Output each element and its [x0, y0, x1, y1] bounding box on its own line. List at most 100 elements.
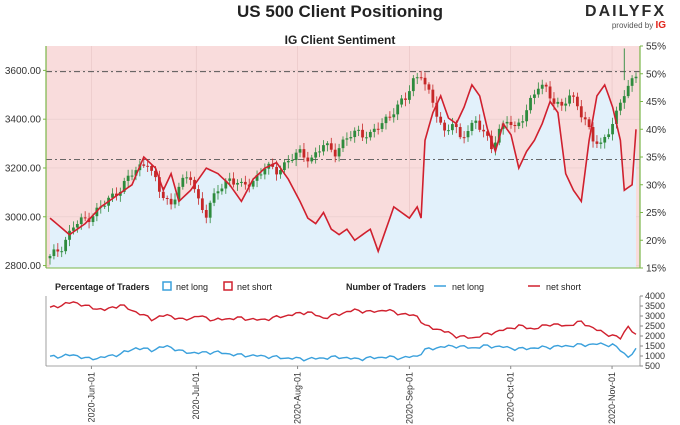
percent-tick-label: 20%: [646, 236, 666, 247]
x-tick-label: 2020-Aug-01: [293, 372, 303, 424]
candle-body: [341, 139, 345, 149]
candle-body: [376, 128, 380, 130]
candle-body: [540, 84, 544, 89]
candle-body: [548, 86, 552, 99]
percent-tick-label: 55%: [646, 42, 666, 53]
candle-body: [255, 175, 259, 181]
candle-body: [161, 191, 165, 199]
net-long-percent-line: [49, 83, 637, 254]
percent-tick-label: 40%: [646, 125, 666, 136]
candle-body: [521, 121, 525, 123]
net-long-share-fill: [50, 84, 636, 269]
candle-body: [173, 199, 177, 205]
candle-body: [52, 249, 56, 257]
candle-body: [384, 116, 388, 124]
candle-body: [286, 160, 290, 163]
x-tick-label: 2020-Nov-01: [607, 372, 617, 424]
candle-body: [466, 131, 470, 138]
candle-body: [263, 168, 267, 175]
candle-body: [361, 129, 364, 138]
traders-tick-label: 4000: [645, 291, 665, 301]
candle-body: [130, 175, 134, 177]
candle-body: [415, 77, 419, 79]
candle-body: [583, 117, 587, 120]
candle-body: [79, 217, 83, 225]
candle-body: [122, 180, 126, 192]
candle-body: [505, 121, 509, 124]
candle-body: [64, 239, 68, 252]
candle-body: [368, 131, 372, 138]
candle-body: [525, 110, 529, 122]
candle-body: [454, 124, 458, 128]
candle-body: [298, 149, 302, 153]
candle-body: [576, 96, 579, 107]
candle-body: [611, 123, 614, 135]
candle-body: [189, 177, 193, 180]
candle-body: [568, 95, 571, 104]
candle-body: [72, 227, 75, 231]
candle-body: [365, 137, 368, 139]
candle-body: [48, 256, 52, 259]
candle-body: [544, 84, 548, 87]
candle-body: [228, 178, 232, 181]
candle-body: [404, 98, 407, 100]
candle-body: [622, 96, 626, 103]
candle-body: [634, 76, 638, 79]
candle-body: [204, 209, 208, 218]
price-tick-label: 3400.00: [5, 115, 42, 126]
x-tick-label: 2020-Oct-01: [506, 372, 516, 422]
provided-by-text: provided by IG: [611, 20, 666, 31]
candle-body: [564, 103, 568, 106]
candle-body: [618, 102, 622, 111]
candle-body: [329, 143, 333, 150]
candle-body: [411, 78, 415, 92]
candle-body: [165, 198, 169, 200]
candle-body: [482, 129, 486, 132]
candle-body: [275, 166, 278, 175]
traders-tick-label: 500: [645, 361, 660, 371]
candle-body: [157, 177, 161, 192]
candle-body: [552, 98, 556, 104]
candle-body: [103, 205, 107, 207]
candle-body: [458, 127, 462, 138]
price-tick-label: 3600.00: [5, 66, 42, 77]
candle-body: [533, 94, 536, 98]
candle-body: [478, 120, 482, 130]
candle-body: [197, 189, 200, 199]
candle-body: [345, 138, 349, 140]
traders-tick-label: 3500: [645, 301, 665, 311]
candle-body: [388, 116, 392, 118]
legend-num-net-short: net short: [546, 282, 582, 292]
candle-body: [572, 95, 575, 97]
candle-body: [111, 193, 114, 198]
traders-tick-label: 3000: [645, 311, 665, 321]
candle-body: [232, 178, 236, 185]
candle-body: [142, 164, 146, 166]
candle-body: [75, 224, 79, 228]
candle-body: [427, 84, 431, 90]
x-tick-label: 2020-Sep-01: [404, 372, 414, 424]
chart-title: US 500 Client Positioning: [237, 2, 443, 21]
candle-body: [91, 216, 95, 223]
candle-body: [615, 110, 618, 124]
candle-body: [60, 251, 64, 253]
candle-body: [607, 134, 611, 138]
chart-subtitle: IG Client Sentiment: [284, 33, 396, 47]
candle-body: [212, 193, 216, 203]
candle-body: [380, 123, 384, 129]
candle-body: [556, 101, 560, 104]
candle-body: [630, 78, 634, 86]
candle-body: [423, 77, 427, 85]
candle-body: [314, 152, 318, 158]
x-tick-label: 2020-Jul-01: [191, 372, 201, 420]
candle-body: [486, 131, 489, 136]
candle-body: [181, 177, 185, 187]
percent-tick-label: 35%: [646, 153, 666, 164]
candle-body: [177, 186, 181, 200]
brand-logo: DAILYFX provided by IG: [585, 3, 666, 31]
candle-body: [224, 180, 228, 189]
candle-body: [310, 157, 314, 162]
traders-tick-label: 1500: [645, 341, 665, 351]
dailyfx-logo: DAILYFX: [585, 3, 666, 20]
legend-net-short-swatch: [223, 281, 233, 291]
